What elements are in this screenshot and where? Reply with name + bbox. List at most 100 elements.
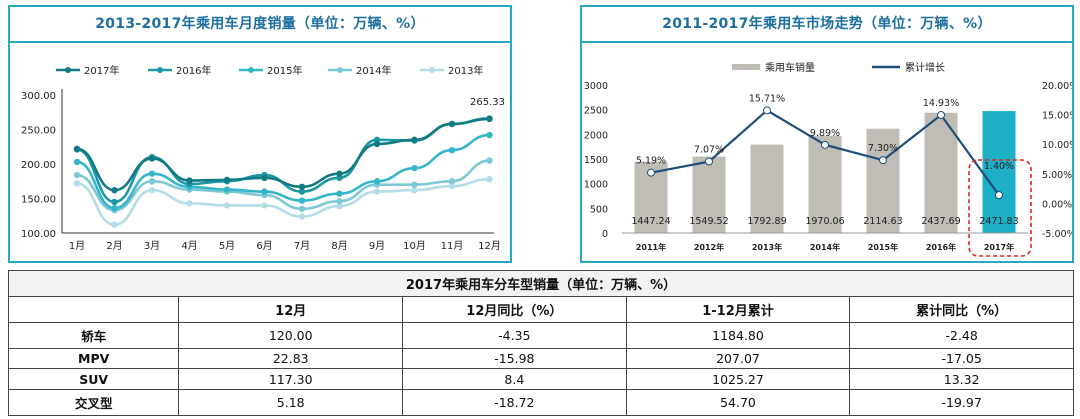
market-trend-combo-chart: 0 500 1000 1500 2000 2500 3000 -5.00% 0.00% 5.00%…	[584, 61, 1072, 257]
table-title: 2017年乘用车分车型销量（单位：万辆、%）	[8, 270, 1074, 297]
legend-label: 2013年	[448, 64, 483, 77]
data-point	[261, 174, 268, 181]
market-trend-title: 2011-2017年乘用车市场走势（单位：万辆、%）	[582, 7, 1072, 43]
sales-bar	[692, 156, 726, 233]
data-point	[448, 182, 456, 190]
data-point	[111, 187, 118, 194]
x-tick-label: 1月	[69, 240, 85, 252]
data-point	[298, 205, 306, 213]
growth-value-label: 14.93%	[923, 98, 959, 109]
growth-value-label: 5.19%	[636, 156, 666, 167]
data-point	[486, 175, 493, 183]
column-header	[7, 295, 180, 323]
x-tick-label: 6月	[256, 240, 272, 252]
table-cell: 207.07	[625, 347, 851, 370]
y-tick-label: 200.00	[21, 160, 56, 171]
data-point	[223, 176, 231, 184]
data-point	[486, 131, 493, 139]
table-cell: 8.4	[402, 368, 627, 391]
data-point	[486, 115, 493, 123]
right-y-tick-label: 0.00%	[1042, 199, 1072, 210]
legend-label: 2016年	[176, 64, 211, 77]
data-point	[298, 183, 306, 190]
legend-marker	[429, 67, 435, 73]
peak-value-label: 265.33	[470, 97, 505, 108]
vehicle-type-sales-table: 2017年乘用车分车型销量（单位：万辆、%） 12月 12月同比（%） 1-12月累…	[7, 270, 1074, 416]
x-tick-label: 4月	[181, 240, 197, 252]
data-point	[336, 170, 343, 177]
table-row: 交叉型 5.18 -18.72 54.70 -19.97	[7, 389, 1074, 416]
sales-bar	[866, 128, 900, 233]
data-point	[448, 147, 456, 154]
column-header: 累计同比（%）	[849, 295, 1074, 323]
x-tick-label: 2月	[106, 240, 122, 252]
data-point	[298, 213, 306, 220]
growth-point	[647, 168, 655, 177]
legend-marker	[337, 67, 343, 73]
left-y-tick-label: 2000	[584, 130, 608, 141]
data-point	[111, 198, 118, 206]
x-tick-label: 10月	[403, 240, 426, 252]
legend-marker	[157, 67, 163, 73]
x-tick-label: 2012年	[694, 242, 724, 252]
legend-label-line: 累计增长	[905, 61, 945, 74]
data-point	[336, 190, 343, 197]
sales-bar	[982, 111, 1016, 233]
y-tick-label: 250.00	[21, 126, 56, 137]
right-y-tick-label: 15.00%	[1042, 111, 1072, 122]
data-point	[373, 140, 381, 148]
y-tick-label: 150.00	[21, 195, 56, 206]
legend-swatch-bar	[732, 64, 760, 70]
data-point	[336, 198, 343, 205]
bar-value-label: 2114.63	[863, 216, 902, 227]
bar-value-label: 1792.89	[747, 216, 786, 227]
data-point	[73, 171, 81, 179]
table-row: SUV 117.30 8.4 1025.27 13.32	[7, 368, 1074, 391]
table-cell: 13.32	[849, 368, 1074, 391]
legend-label: 2014年	[356, 64, 391, 77]
data-point	[186, 177, 193, 184]
data-point	[73, 158, 81, 166]
growth-value-label: 9.89%	[810, 128, 840, 139]
bar-value-label: 1447.24	[631, 216, 670, 227]
vehicle-type-sales-table-wrap: 2017年乘用车分车型销量（单位：万辆、%） 12月 12月同比（%） 1-12月累…	[7, 270, 1074, 416]
data-point	[186, 200, 193, 207]
table-title-row: 2017年乘用车分车型销量（单位：万辆、%）	[8, 270, 1074, 297]
bar-value-label: 1549.52	[689, 216, 728, 227]
market-trend-panel: 2011-2017年乘用车市场走势（单位：万辆、%） 0 500 1000 1500 2…	[580, 5, 1074, 263]
data-point	[411, 187, 418, 194]
monthly-sales-panel: 2013-2017年乘用车月度销量（单位：万辆、%） 100.00 150.00 2…	[8, 5, 512, 263]
data-point	[148, 170, 156, 177]
x-tick-label: 12月	[478, 240, 501, 252]
left-y-tick-label: 1500	[584, 155, 608, 166]
data-point	[148, 155, 156, 162]
table-cell: 54.70	[625, 389, 851, 416]
row-label: 轿车	[7, 321, 180, 349]
x-tick-label: 5月	[219, 240, 235, 252]
data-point	[448, 178, 456, 185]
data-point	[373, 188, 381, 195]
growth-value-label: 7.30%	[868, 143, 898, 154]
legend-label: 2015年	[267, 64, 302, 77]
table-cell: -18.72	[402, 389, 627, 416]
table-cell: 5.18	[178, 389, 404, 416]
bar-value-label: 2437.69	[921, 216, 960, 227]
right-y-tick-label: 10.00%	[1042, 140, 1072, 151]
table-header-row: 12月 12月同比（%） 1-12月累计 累计同比（%）	[7, 295, 1074, 323]
right-y-tick-label: -5.00%	[1042, 229, 1072, 240]
monthly-sales-line-chart: 100.00 150.00 200.00 250.00 300.00 1月 2月 3月 4月 5月…	[21, 64, 505, 252]
table-cell: -17.05	[849, 347, 1074, 370]
x-tick-label: 2013年	[752, 242, 782, 252]
x-tick-label: 2016年	[926, 242, 956, 252]
growth-point	[763, 106, 771, 115]
y-tick-label: 300.00	[21, 91, 56, 102]
data-point	[486, 157, 493, 164]
growth-value-label: 15.71%	[749, 93, 785, 104]
left-y-tick-label: 1000	[584, 180, 608, 191]
legend-label: 2017年	[84, 64, 119, 77]
data-point	[261, 188, 268, 195]
x-tick-label: 8月	[331, 240, 347, 252]
table-cell: 1025.27	[625, 368, 851, 391]
column-header: 12月同比（%）	[402, 295, 627, 323]
x-tick-label: 11月	[441, 240, 464, 252]
